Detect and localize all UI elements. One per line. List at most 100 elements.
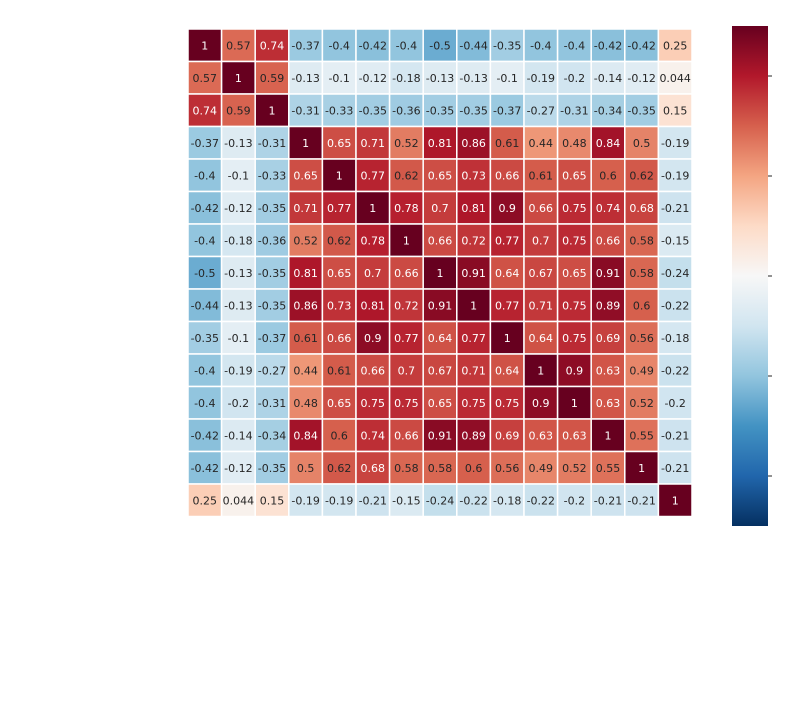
cell-value-label: 1 bbox=[605, 429, 612, 442]
cell-value-label: 0.86 bbox=[293, 299, 318, 312]
cell-value-label: -0.35 bbox=[258, 267, 286, 280]
cell-value-label: 0.81 bbox=[361, 299, 386, 312]
cell-value-label: 0.63 bbox=[596, 397, 621, 410]
cell-value-label: 0.65 bbox=[293, 169, 318, 182]
heatmap-cell bbox=[523, 60, 559, 95]
cell-value-label: 0.25 bbox=[663, 39, 688, 52]
heatmap-cell bbox=[220, 385, 256, 420]
heatmap-cell bbox=[489, 125, 525, 160]
cell-value-label: -0.4 bbox=[328, 39, 349, 52]
cell-value-label: 0.66 bbox=[495, 169, 520, 182]
heatmap-cell bbox=[220, 28, 256, 63]
cell-value-label: -0.22 bbox=[661, 364, 689, 377]
cell-value-label: -0.35 bbox=[359, 104, 387, 117]
heatmap-cell bbox=[187, 190, 223, 225]
cell-value-label: 0.81 bbox=[428, 137, 453, 150]
heatmap-cell bbox=[657, 385, 693, 420]
heatmap-cell bbox=[523, 125, 559, 160]
cell-value-label: 0.49 bbox=[529, 462, 554, 475]
heatmap-cell bbox=[422, 60, 458, 95]
cell-value-label: 0.62 bbox=[327, 234, 352, 247]
cell-value-label: 1 bbox=[201, 39, 208, 52]
cell-value-label: 0.77 bbox=[495, 234, 520, 247]
heatmap-cell bbox=[590, 418, 626, 453]
heatmap-cell bbox=[590, 93, 626, 128]
cell-value-label: -0.34 bbox=[594, 104, 622, 117]
cell-value-label: 0.75 bbox=[361, 397, 386, 410]
heatmap-cell bbox=[321, 483, 357, 518]
heatmap-cell bbox=[187, 60, 223, 95]
cell-value-label: -0.4 bbox=[564, 39, 585, 52]
heatmap-cell bbox=[556, 418, 592, 453]
heatmap-cell bbox=[288, 483, 324, 518]
cell-value-label: -0.31 bbox=[258, 137, 286, 150]
cell-value-label: 1 bbox=[638, 462, 645, 475]
cell-value-label: -0.19 bbox=[527, 72, 555, 85]
heatmap-cell bbox=[321, 418, 357, 453]
cell-value-label: -0.5 bbox=[194, 267, 215, 280]
heatmap-cell bbox=[254, 28, 290, 63]
cell-value-label: -0.21 bbox=[359, 494, 387, 507]
cell-value-label: -0.4 bbox=[396, 39, 417, 52]
cell-value-label: 0.57 bbox=[193, 72, 218, 85]
cell-value-label: 0.89 bbox=[461, 429, 486, 442]
heatmap-cell bbox=[523, 450, 559, 485]
heatmap-cell bbox=[422, 320, 458, 355]
heatmap-cell bbox=[321, 288, 357, 323]
cell-value-label: 0.58 bbox=[629, 267, 654, 280]
cell-value-label: 0.78 bbox=[361, 234, 386, 247]
cell-value-label: 0.73 bbox=[461, 169, 486, 182]
cell-value-label: 0.74 bbox=[596, 202, 621, 215]
cell-value-label: -0.42 bbox=[627, 39, 655, 52]
cell-value-label: -0.22 bbox=[527, 494, 555, 507]
cell-value-label: -0.4 bbox=[194, 234, 215, 247]
cell-value-label: 1 bbox=[302, 137, 309, 150]
cell-value-label: 0.48 bbox=[293, 397, 318, 410]
cell-value-label: 0.91 bbox=[461, 267, 486, 280]
cell-value-label: 0.62 bbox=[629, 169, 654, 182]
cell-value-label: 0.56 bbox=[495, 462, 520, 475]
cell-value-label: -0.37 bbox=[291, 39, 319, 52]
cell-value-label: 1 bbox=[269, 104, 276, 117]
cell-value-label: -0.2 bbox=[228, 397, 249, 410]
cell-value-label: 0.81 bbox=[293, 267, 318, 280]
cell-value-label: -0.35 bbox=[258, 202, 286, 215]
cell-value-label: 0.75 bbox=[562, 202, 587, 215]
heatmap-cell bbox=[556, 28, 592, 63]
heatmap-cell bbox=[220, 320, 256, 355]
cell-value-label: -0.13 bbox=[224, 137, 252, 150]
cell-value-label: -0.14 bbox=[224, 429, 252, 442]
cell-value-label: -0.44 bbox=[459, 39, 487, 52]
cell-value-label: -0.21 bbox=[627, 494, 655, 507]
cell-value-label: 0.84 bbox=[293, 429, 318, 442]
cell-value-label: 0.68 bbox=[629, 202, 654, 215]
cell-value-label: -0.19 bbox=[325, 494, 353, 507]
cell-value-label: 0.25 bbox=[193, 494, 218, 507]
cell-value-label: 0.6 bbox=[465, 462, 483, 475]
cell-value-label: 0.044 bbox=[223, 494, 255, 507]
cell-value-label: 0.7 bbox=[364, 267, 382, 280]
cell-value-label: -0.13 bbox=[426, 72, 454, 85]
cell-value-label: -0.33 bbox=[258, 169, 286, 182]
cell-value-label: 1 bbox=[235, 72, 242, 85]
cell-value-label: -0.35 bbox=[493, 39, 521, 52]
heatmap-cell bbox=[187, 450, 223, 485]
cell-value-label: 0.52 bbox=[293, 234, 318, 247]
cell-value-label: 1 bbox=[571, 397, 578, 410]
cell-value-label: 0.75 bbox=[562, 299, 587, 312]
cell-value-label: 0.64 bbox=[529, 332, 554, 345]
cell-value-label: 0.86 bbox=[461, 137, 486, 150]
heatmap-cell bbox=[657, 483, 693, 518]
cell-value-label: 0.55 bbox=[629, 429, 654, 442]
cell-value-label: 0.91 bbox=[428, 429, 453, 442]
cell-value-label: 0.61 bbox=[529, 169, 554, 182]
heatmap-cell bbox=[355, 483, 391, 518]
cell-value-label: -0.35 bbox=[191, 332, 219, 345]
cell-value-label: 0.9 bbox=[364, 332, 382, 345]
cell-value-label: -0.35 bbox=[258, 462, 286, 475]
cell-value-label: -0.44 bbox=[191, 299, 219, 312]
cell-value-label: -0.27 bbox=[527, 104, 555, 117]
cell-value-label: 0.52 bbox=[562, 462, 587, 475]
cell-value-label: 0.66 bbox=[428, 234, 453, 247]
